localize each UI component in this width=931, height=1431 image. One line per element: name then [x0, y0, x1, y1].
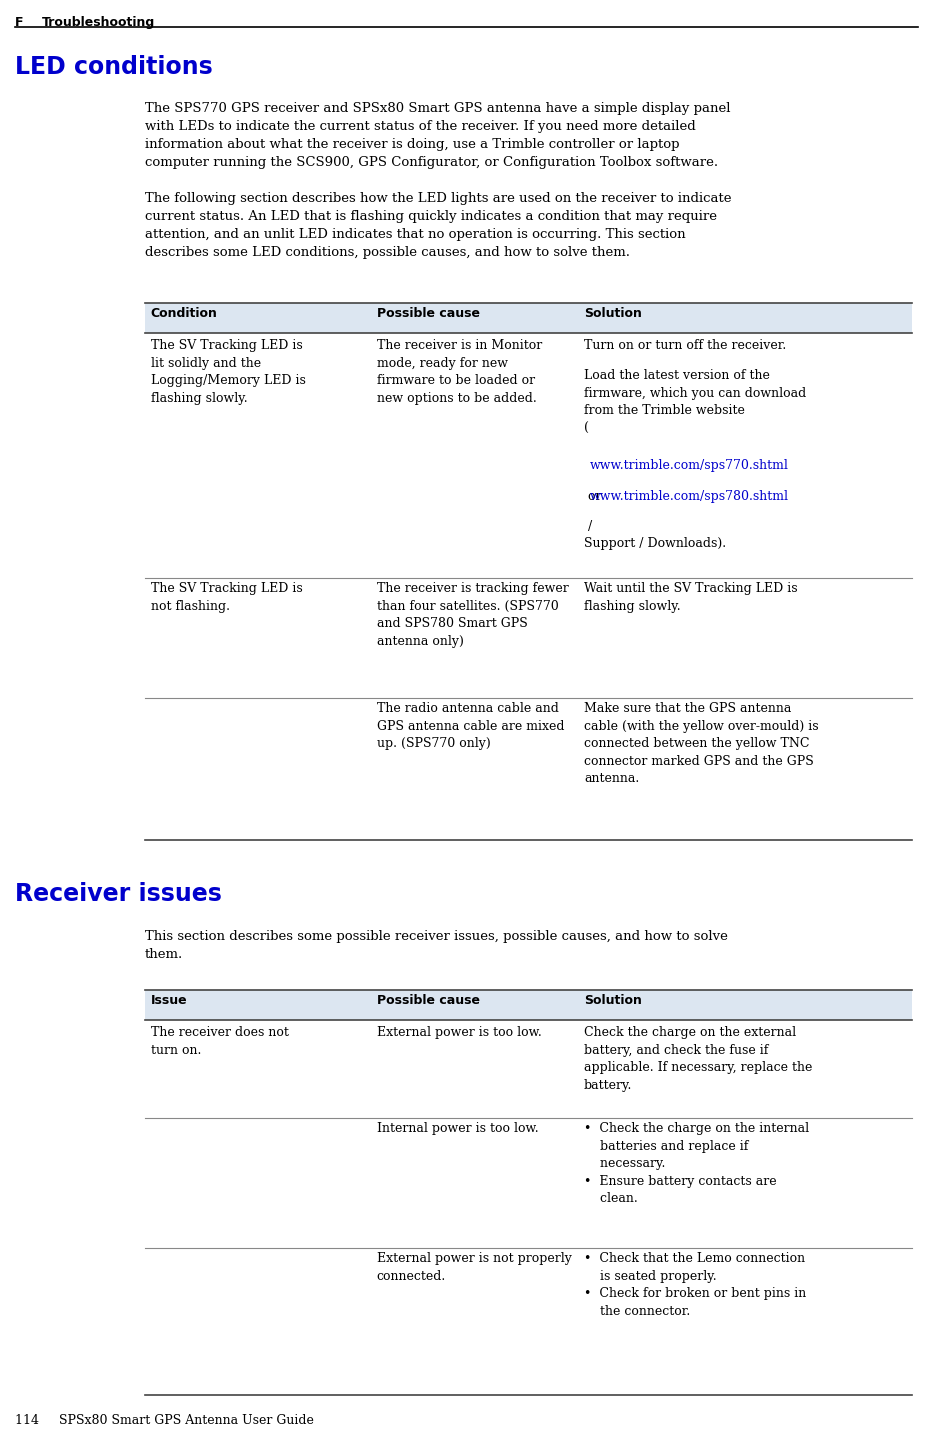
Text: F: F — [15, 16, 23, 29]
Text: Internal power is too low.: Internal power is too low. — [377, 1122, 538, 1135]
Text: The SPS770 GPS receiver and SPSx80 Smart GPS antenna have a simple display panel: The SPS770 GPS receiver and SPSx80 Smart… — [145, 102, 731, 169]
Text: LED conditions: LED conditions — [15, 54, 213, 79]
Text: The following section describes how the LED lights are used on the receiver to i: The following section describes how the … — [145, 192, 732, 259]
Bar — [145, 990, 912, 1020]
Text: Possible cause: Possible cause — [377, 308, 479, 321]
Text: The SV Tracking LED is
lit solidly and the
Logging/Memory LED is
flashing slowly: The SV Tracking LED is lit solidly and t… — [151, 339, 305, 405]
Text: Wait until the SV Tracking LED is
flashing slowly.: Wait until the SV Tracking LED is flashi… — [584, 582, 798, 612]
Text: Condition: Condition — [151, 308, 218, 321]
Text: Check the charge on the external
battery, and check the fuse if
applicable. If n: Check the charge on the external battery… — [584, 1026, 813, 1092]
Text: The receiver is in Monitor
mode, ready for new
firmware to be loaded or
new opti: The receiver is in Monitor mode, ready f… — [377, 339, 542, 405]
Text: External power is too low.: External power is too low. — [377, 1026, 542, 1039]
Text: The receiver does not
turn on.: The receiver does not turn on. — [151, 1026, 289, 1056]
Text: /
Support / Downloads).: / Support / Downloads). — [584, 519, 726, 550]
Bar — [145, 303, 912, 333]
Text: Load the latest version of the
firmware, which you can download
from the Trimble: Load the latest version of the firmware,… — [584, 369, 806, 435]
Text: Turn on or turn off the receiver.: Turn on or turn off the receiver. — [584, 339, 786, 352]
Text: www.trimble.com/sps770.shtml: www.trimble.com/sps770.shtml — [589, 459, 789, 472]
Text: Make sure that the GPS antenna
cable (with the yellow over-mould) is
connected b: Make sure that the GPS antenna cable (wi… — [584, 703, 818, 786]
Text: Issue: Issue — [151, 995, 187, 1007]
Text: Receiver issues: Receiver issues — [15, 881, 222, 906]
Text: Troubleshooting: Troubleshooting — [42, 16, 155, 29]
Text: Possible cause: Possible cause — [377, 995, 479, 1007]
Text: The receiver is tracking fewer
than four satellites. (SPS770
and SPS780 Smart GP: The receiver is tracking fewer than four… — [377, 582, 569, 648]
Text: www.trimble.com/sps780.shtml: www.trimble.com/sps780.shtml — [589, 489, 789, 502]
Text: This section describes some possible receiver issues, possible causes, and how t: This section describes some possible rec… — [145, 930, 728, 962]
Text: •  Check that the Lemo connection
    is seated properly.
•  Check for broken or: • Check that the Lemo connection is seat… — [584, 1252, 806, 1318]
Text: The radio antenna cable and
GPS antenna cable are mixed
up. (SPS770 only): The radio antenna cable and GPS antenna … — [377, 703, 564, 750]
Text: 114     SPSx80 Smart GPS Antenna User Guide: 114 SPSx80 Smart GPS Antenna User Guide — [15, 1414, 314, 1427]
Text: External power is not properly
connected.: External power is not properly connected… — [377, 1252, 572, 1282]
Text: •  Check the charge on the internal
    batteries and replace if
    necessary.
: • Check the charge on the internal batte… — [584, 1122, 809, 1205]
Text: The SV Tracking LED is
not flashing.: The SV Tracking LED is not flashing. — [151, 582, 303, 612]
Text: Solution: Solution — [584, 308, 641, 321]
Text: Solution: Solution — [584, 995, 641, 1007]
Text: or: or — [584, 489, 601, 502]
